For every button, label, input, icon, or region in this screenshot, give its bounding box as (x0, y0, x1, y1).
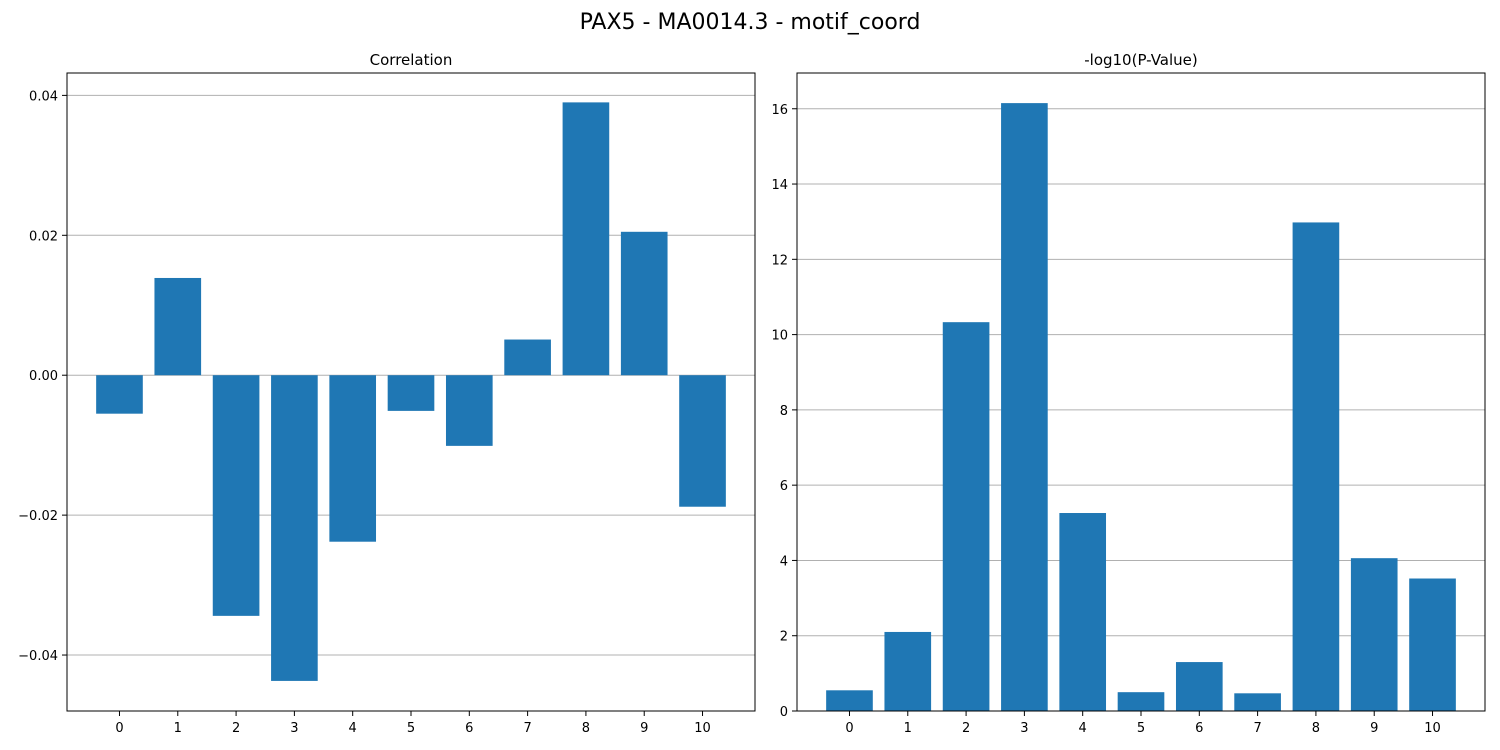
xtick-label: 3 (290, 721, 298, 736)
xtick-label: 9 (1370, 721, 1378, 736)
xtick-label: 6 (1195, 721, 1203, 736)
ytick-label: 16 (771, 103, 788, 118)
bar-10 (679, 375, 726, 507)
xtick-label: 1 (904, 721, 912, 736)
bar-3 (271, 375, 318, 681)
bar-0 (826, 690, 873, 711)
ytick-label: −0.02 (18, 509, 58, 524)
xtick-label: 4 (1079, 721, 1087, 736)
xtick-label: 8 (1312, 721, 1320, 736)
bar-8 (1292, 222, 1340, 711)
bar-4 (329, 375, 377, 542)
xtick-label: 2 (232, 721, 240, 736)
ytick-label: 8 (780, 404, 788, 419)
bar-5 (1117, 692, 1165, 711)
bar-8 (562, 102, 610, 376)
bar-3 (1001, 103, 1048, 712)
bar-4 (1059, 513, 1107, 711)
ytick-label: 12 (771, 253, 788, 268)
xtick-label: 2 (962, 721, 970, 736)
bar-10 (1409, 578, 1456, 711)
ytick-label: 4 (780, 554, 788, 569)
chart-title: Correlation (370, 51, 453, 69)
xtick-label: 5 (1137, 721, 1145, 736)
xtick-label: 0 (115, 721, 123, 736)
bar-0 (96, 375, 143, 414)
xtick-label: 4 (349, 721, 357, 736)
bar-2 (942, 322, 990, 711)
bar-1 (154, 277, 202, 376)
bar-2 (212, 375, 260, 616)
ytick-label: 2 (780, 630, 788, 645)
bar-1 (884, 631, 932, 711)
correlation-chart: −0.04 −0.02 0.00 0.02 0.04 0 1 2 3 4 5 6 7 8 9 10 Correl… (18, 51, 756, 736)
ytick-label: 0.00 (29, 369, 58, 384)
figure-title: PAX5 - MA0014.3 - motif_coord (579, 10, 921, 35)
bar-6 (1175, 662, 1223, 711)
ytick-label: 10 (771, 329, 788, 344)
ytick-label: 0.04 (29, 89, 58, 104)
xtick-label: 5 (407, 721, 415, 736)
ytick-label: 14 (771, 178, 788, 193)
bar-7 (504, 339, 551, 376)
xtick-label: 0 (845, 721, 853, 736)
ytick-label: 6 (780, 479, 788, 494)
ytick-label: 0.02 (29, 229, 58, 244)
xtick-label: 9 (640, 721, 648, 736)
bar-5 (387, 375, 435, 411)
chart-title: -log10(P-Value) (1084, 51, 1198, 69)
bar-9 (620, 231, 668, 376)
xtick-label: 7 (523, 721, 531, 736)
xtick-label: 10 (1424, 721, 1441, 736)
xtick-label: 1 (174, 721, 182, 736)
ytick-label: −0.04 (18, 649, 58, 664)
xtick-label: 10 (694, 721, 711, 736)
xtick-label: 8 (582, 721, 590, 736)
xtick-label: 6 (465, 721, 473, 736)
ytick-label: 0 (780, 705, 788, 720)
xtick-label: 7 (1253, 721, 1261, 736)
bar-9 (1350, 558, 1398, 711)
xtick-label: 3 (1020, 721, 1028, 736)
bar-7 (1234, 693, 1281, 711)
bar-6 (445, 375, 493, 446)
